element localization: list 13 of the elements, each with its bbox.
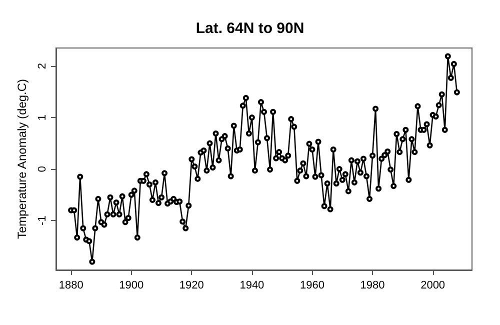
y-tick-label: 0 xyxy=(36,166,48,172)
y-axis-title: Temperature Anomaly (deg.C) xyxy=(15,78,29,240)
x-tick-label: 1980 xyxy=(360,280,385,292)
x-tick-label: 1920 xyxy=(179,280,204,292)
y-tick-label: 2 xyxy=(36,62,48,70)
x-tick-label: 2000 xyxy=(420,280,446,292)
chart-title: Lat. 64N to 90N xyxy=(196,20,304,37)
x-tick-label: 1960 xyxy=(300,280,324,292)
x-tick-label: 1940 xyxy=(240,280,264,292)
x-tick-label: 1880 xyxy=(58,280,84,292)
x-tick-label: 1900 xyxy=(119,280,144,292)
y-tick-label: -1 xyxy=(36,216,48,226)
y-tick-label: 1 xyxy=(36,114,48,121)
